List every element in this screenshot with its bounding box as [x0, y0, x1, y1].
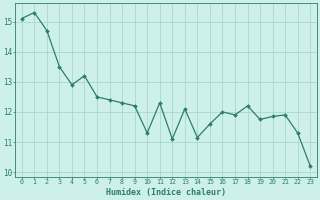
- X-axis label: Humidex (Indice chaleur): Humidex (Indice chaleur): [106, 188, 226, 197]
